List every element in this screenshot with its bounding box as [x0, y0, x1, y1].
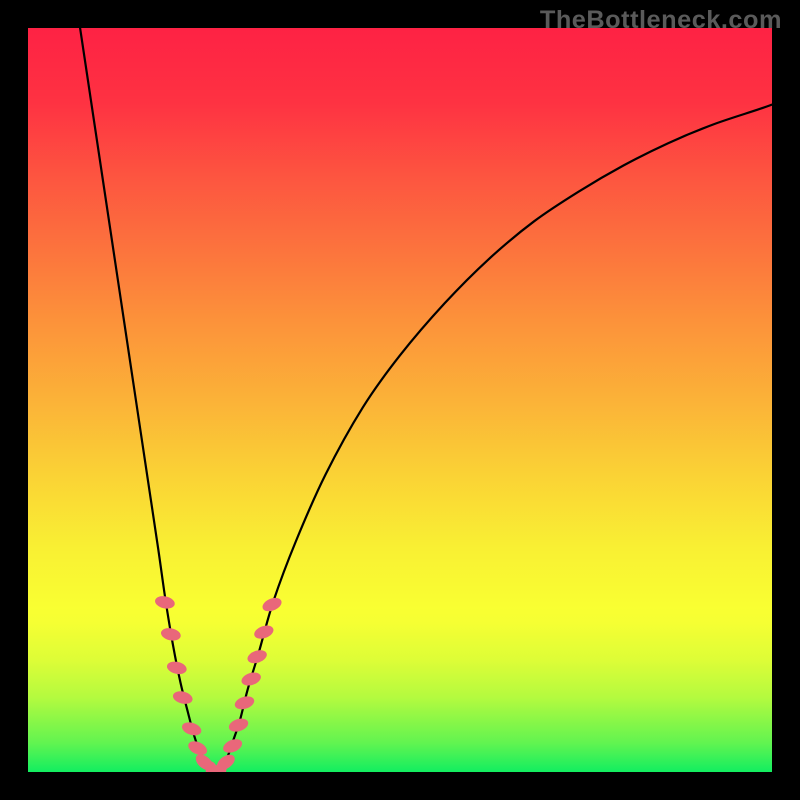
- bottleneck-curve-chart: [0, 0, 800, 800]
- watermark-text: TheBottleneck.com: [540, 6, 782, 35]
- plot-background: [28, 28, 772, 772]
- chart-frame: TheBottleneck.com: [0, 0, 800, 800]
